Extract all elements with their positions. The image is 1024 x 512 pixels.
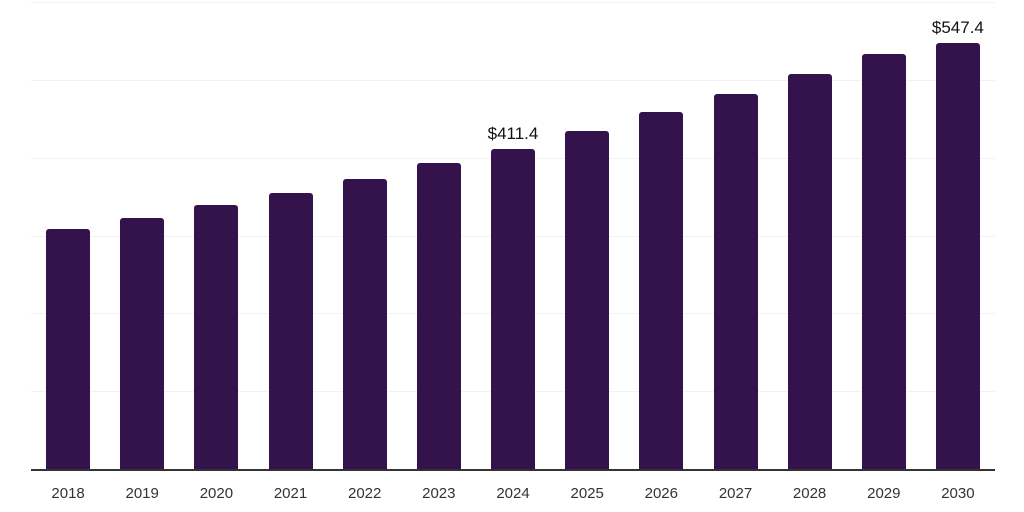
x-tick-2020: 2020 — [199, 485, 234, 502]
bar-2021 — [268, 192, 313, 469]
value-label-2030: $547.4 — [931, 17, 984, 37]
bar-2029 — [861, 53, 906, 469]
x-tick-2025: 2025 — [570, 485, 604, 502]
bar-2020 — [194, 204, 239, 469]
x-tick-2029: 2029 — [867, 485, 901, 502]
gridline-500 — [31, 79, 995, 81]
x-tick-2021: 2021 — [273, 485, 308, 502]
bar-2019 — [120, 218, 165, 469]
bar-2026 — [639, 112, 684, 469]
bar-2027 — [713, 94, 758, 469]
x-tick-2030: 2030 — [941, 485, 975, 502]
x-tick-2019: 2019 — [125, 485, 159, 502]
bar-2023 — [416, 163, 461, 469]
x-axis-line — [31, 469, 995, 471]
x-tick-2023: 2023 — [422, 485, 456, 502]
x-tick-2024: 2024 — [496, 485, 530, 502]
x-tick-2027: 2027 — [718, 485, 753, 502]
gridline-600 — [31, 2, 995, 3]
x-tick-2026: 2026 — [644, 485, 678, 502]
bar-2028 — [787, 74, 832, 469]
x-tick-2022: 2022 — [348, 485, 382, 502]
bar-2024 — [491, 148, 535, 469]
bar-2018 — [46, 228, 91, 469]
x-tick-2028: 2028 — [792, 485, 827, 502]
bar-2022 — [342, 178, 387, 469]
x-tick-2018: 2018 — [51, 485, 85, 502]
value-label-2024: $411.4 — [487, 123, 539, 143]
bar-2030 — [935, 42, 980, 469]
bar-2025 — [565, 130, 610, 469]
